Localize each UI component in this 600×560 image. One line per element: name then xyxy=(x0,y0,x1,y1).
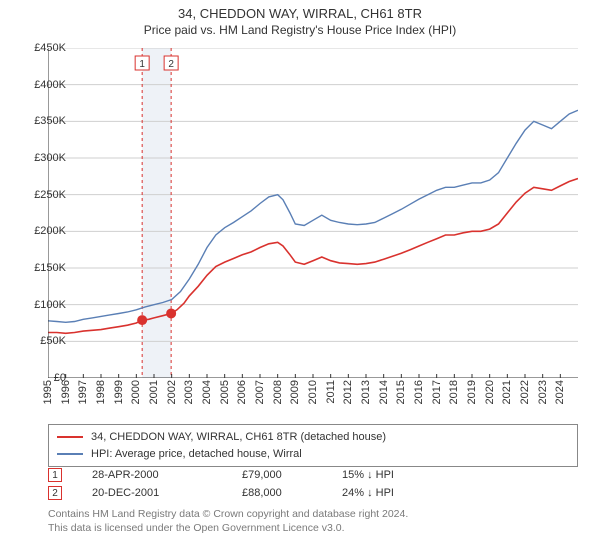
y-tick-label: £400K xyxy=(22,79,66,91)
x-tick-label: 2005 xyxy=(219,380,231,404)
x-tick-label: 2018 xyxy=(448,380,460,404)
event-row: 2 20-DEC-2001 £88,000 24% ↓ HPI xyxy=(48,484,578,502)
x-tick-label: 2011 xyxy=(325,380,337,404)
x-tick-label: 2000 xyxy=(130,380,142,404)
figure: 34, CHEDDON WAY, WIRRAL, CH61 8TR Price … xyxy=(0,0,600,560)
event-diff: 15% ↓ HPI xyxy=(342,469,432,481)
event-date: 28-APR-2000 xyxy=(92,469,212,481)
y-tick-label: £300K xyxy=(22,152,66,164)
x-tick-label: 2016 xyxy=(413,380,425,404)
x-tick-label: 1996 xyxy=(60,380,72,404)
legend-label-hpi: HPI: Average price, detached house, Wirr… xyxy=(91,446,302,463)
event-row: 1 28-APR-2000 £79,000 15% ↓ HPI xyxy=(48,466,578,484)
x-tick-label: 2012 xyxy=(342,380,354,404)
y-tick-label: £450K xyxy=(22,42,66,54)
event-price: £79,000 xyxy=(242,469,312,481)
x-tick-label: 2019 xyxy=(466,380,478,404)
x-tick-label: 2024 xyxy=(554,380,566,404)
y-tick-label: £200K xyxy=(22,225,66,237)
event-marker: 1 xyxy=(48,468,62,482)
event-price: £88,000 xyxy=(242,487,312,499)
y-tick-label: £100K xyxy=(22,299,66,311)
x-tick-label: 2007 xyxy=(254,380,266,404)
x-tick-label: 2022 xyxy=(519,380,531,404)
license-line-1: Contains HM Land Registry data © Crown c… xyxy=(48,508,578,522)
event-date: 20-DEC-2001 xyxy=(92,487,212,499)
x-tick-label: 2017 xyxy=(431,380,443,404)
x-tick-label: 1995 xyxy=(42,380,54,404)
x-tick-label: 2003 xyxy=(183,380,195,404)
x-tick-label: 2020 xyxy=(484,380,496,404)
y-tick-label: £150K xyxy=(22,262,66,274)
title-main: 34, CHEDDON WAY, WIRRAL, CH61 8TR xyxy=(0,6,600,23)
y-tick-label: £250K xyxy=(22,189,66,201)
legend-swatch-price-paid xyxy=(57,436,83,438)
legend-row-hpi: HPI: Average price, detached house, Wirr… xyxy=(57,446,569,463)
events-table: 1 28-APR-2000 £79,000 15% ↓ HPI 2 20-DEC-2001… xyxy=(48,466,578,502)
x-tick-label: 2013 xyxy=(360,380,372,404)
title-sub: Price paid vs. HM Land Registry's House … xyxy=(0,23,600,39)
svg-text:1: 1 xyxy=(139,59,145,70)
legend-label-price-paid: 34, CHEDDON WAY, WIRRAL, CH61 8TR (detac… xyxy=(91,429,386,446)
title-block: 34, CHEDDON WAY, WIRRAL, CH61 8TR Price … xyxy=(0,0,600,38)
y-tick-label: £50K xyxy=(22,335,66,347)
x-tick-label: 2015 xyxy=(395,380,407,404)
x-tick-label: 2010 xyxy=(307,380,319,404)
x-tick-label: 1998 xyxy=(95,380,107,404)
x-tick-label: 2009 xyxy=(289,380,301,404)
chart-area: 12 xyxy=(48,48,578,378)
x-tick-label: 1999 xyxy=(113,380,125,404)
svg-text:2: 2 xyxy=(168,59,174,70)
license-text: Contains HM Land Registry data © Crown c… xyxy=(48,508,578,535)
x-tick-label: 2006 xyxy=(236,380,248,404)
y-tick-label: £350K xyxy=(22,115,66,127)
license-line-2: This data is licensed under the Open Gov… xyxy=(48,522,578,536)
x-tick-label: 2023 xyxy=(537,380,549,404)
event-marker: 2 xyxy=(48,486,62,500)
x-tick-label: 2014 xyxy=(378,380,390,404)
x-tick-label: 2004 xyxy=(201,380,213,404)
chart-svg: 12 xyxy=(48,48,578,378)
x-tick-label: 2002 xyxy=(166,380,178,404)
event-diff: 24% ↓ HPI xyxy=(342,487,432,499)
x-tick-label: 2001 xyxy=(148,380,160,404)
legend-swatch-hpi xyxy=(57,453,83,455)
x-tick-label: 2008 xyxy=(272,380,284,404)
legend: 34, CHEDDON WAY, WIRRAL, CH61 8TR (detac… xyxy=(48,424,578,467)
legend-row-price-paid: 34, CHEDDON WAY, WIRRAL, CH61 8TR (detac… xyxy=(57,429,569,446)
x-tick-label: 1997 xyxy=(77,380,89,404)
x-tick-label: 2021 xyxy=(501,380,513,404)
